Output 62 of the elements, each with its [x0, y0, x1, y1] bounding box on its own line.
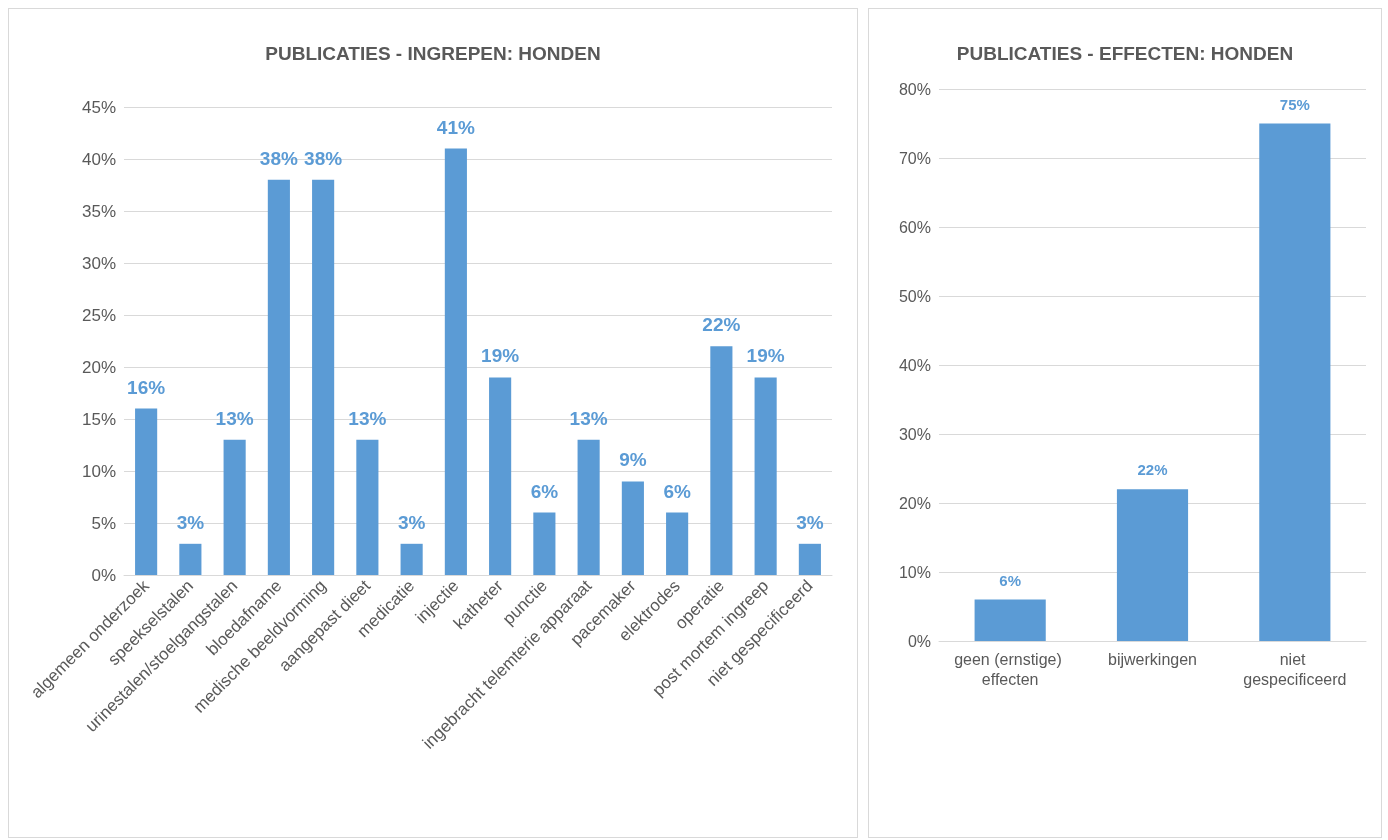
- y-tick-label: 40%: [898, 356, 931, 374]
- bar: [798, 543, 821, 575]
- bar: [179, 543, 202, 575]
- bar: [710, 346, 733, 575]
- data-label: 3%: [796, 511, 824, 533]
- y-tick-label: 45%: [81, 97, 116, 117]
- data-label: 19%: [481, 345, 520, 367]
- data-label: 3%: [397, 511, 426, 533]
- bar: [312, 179, 335, 575]
- y-tick-label: 0%: [907, 632, 931, 650]
- data-label: 6%: [999, 571, 1022, 589]
- bar: [1259, 123, 1331, 641]
- x-tick-label: niet gespecificeerd: [1243, 650, 1347, 688]
- bar: [577, 439, 600, 575]
- y-tick-label: 30%: [898, 425, 931, 443]
- data-label: 75%: [1279, 95, 1310, 113]
- data-label: 16%: [127, 376, 166, 398]
- y-tick-label: 70%: [898, 149, 931, 167]
- y-tick-label: 40%: [81, 149, 116, 169]
- data-label: 38%: [259, 147, 298, 169]
- data-label: 13%: [215, 407, 254, 429]
- y-tick-label: 5%: [91, 513, 116, 533]
- x-tick-label: geen (ernstige) effecten: [954, 650, 1067, 688]
- y-tick-label: 15%: [81, 409, 116, 429]
- y-tick-label: 50%: [898, 287, 931, 305]
- data-label: 22%: [702, 314, 741, 336]
- data-label: 38%: [304, 147, 343, 169]
- x-tick-label: bijwerkingen: [1108, 650, 1197, 668]
- data-label: 41%: [436, 116, 475, 138]
- data-label: 3%: [176, 511, 205, 533]
- y-tick-label: 20%: [81, 357, 116, 377]
- y-tick-label: 10%: [81, 461, 116, 481]
- bar: [621, 481, 644, 575]
- bar: [1116, 489, 1189, 641]
- data-label: 6%: [663, 480, 691, 502]
- data-label: 19%: [746, 345, 785, 367]
- data-label: 13%: [569, 407, 608, 429]
- bar: [666, 512, 689, 575]
- y-tick-label: 0%: [91, 565, 116, 585]
- bar: [267, 179, 290, 575]
- y-tick-label: 30%: [81, 253, 116, 273]
- bar: [356, 439, 379, 575]
- bar: [400, 543, 423, 575]
- y-tick-label: 10%: [898, 563, 931, 581]
- y-tick-label: 25%: [81, 305, 116, 325]
- data-label: 22%: [1137, 461, 1168, 479]
- bar: [489, 377, 512, 575]
- data-label: 13%: [348, 407, 387, 429]
- data-label: 6%: [530, 480, 559, 502]
- chart-title: PUBLICATIES - INGREPEN: HONDEN: [265, 43, 601, 64]
- bar: [135, 408, 158, 575]
- bar: [444, 148, 467, 575]
- bar: [223, 439, 246, 575]
- bar: [974, 599, 1046, 641]
- chart-title: PUBLICATIES - EFFECTEN: HONDEN: [956, 43, 1294, 64]
- bar: [533, 512, 556, 575]
- y-tick-label: 20%: [898, 494, 931, 512]
- bar: [754, 377, 777, 575]
- y-tick-label: 80%: [898, 80, 931, 98]
- y-tick-label: 60%: [898, 218, 931, 236]
- data-label: 9%: [619, 449, 647, 471]
- y-tick-label: 35%: [81, 201, 116, 221]
